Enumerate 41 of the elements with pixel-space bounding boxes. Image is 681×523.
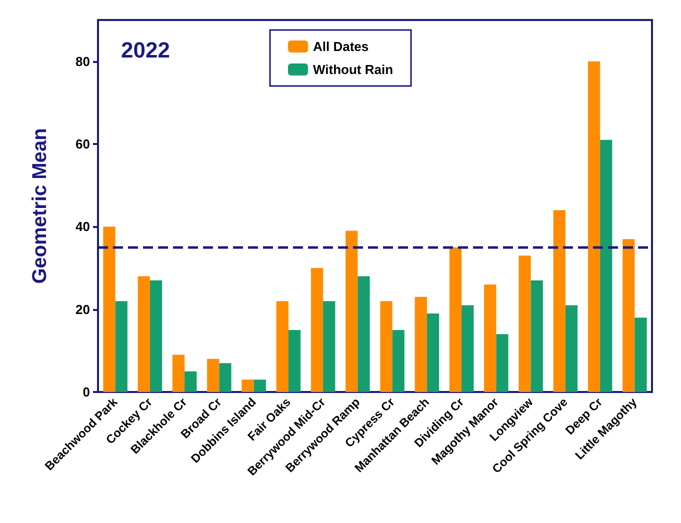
bar — [323, 301, 336, 392]
bar — [414, 296, 427, 392]
bar — [634, 318, 647, 392]
bar — [207, 358, 220, 392]
bar — [565, 305, 578, 392]
bar — [496, 334, 508, 392]
bar — [358, 276, 370, 392]
bar — [462, 305, 474, 392]
bar — [288, 330, 301, 392]
bar — [449, 247, 462, 392]
bar — [242, 380, 254, 392]
y-axis-title: Geometric Mean — [29, 128, 51, 284]
bar — [184, 371, 197, 392]
bar — [103, 226, 116, 392]
bar — [426, 313, 440, 392]
legend-label: All Dates — [312, 39, 369, 54]
bar — [172, 354, 185, 392]
legend-label: Without Rain — [312, 62, 394, 77]
y-tick-label: 40 — [76, 219, 90, 234]
bar — [392, 330, 404, 392]
bar — [346, 230, 358, 392]
bar — [380, 301, 392, 392]
bar — [115, 301, 128, 392]
bar — [219, 363, 232, 392]
y-tick-label: 20 — [76, 302, 90, 317]
y-tick-label: 0 — [82, 384, 90, 400]
bar — [518, 256, 531, 392]
bar — [622, 239, 635, 392]
text: 2022 — [121, 38, 170, 62]
bar — [553, 210, 566, 392]
bar — [276, 301, 288, 392]
bar — [138, 276, 150, 392]
bar — [254, 380, 266, 392]
y-tick-label: 60 — [76, 136, 90, 152]
bar — [530, 280, 543, 392]
bar — [588, 61, 600, 392]
bar — [600, 140, 612, 392]
bar — [150, 280, 162, 392]
bar — [484, 284, 496, 392]
bar — [310, 268, 324, 392]
y-tick-label: 80 — [76, 54, 90, 69]
